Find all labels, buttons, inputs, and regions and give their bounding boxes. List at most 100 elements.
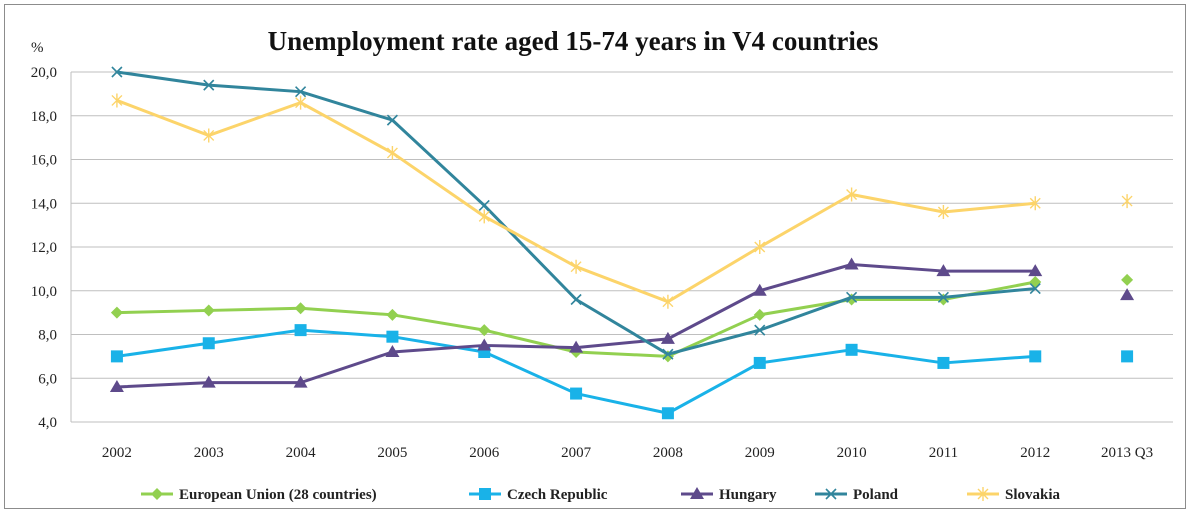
data-point [753,356,766,369]
data-point [111,66,123,78]
data-point [937,293,950,306]
data-point [111,93,123,108]
x-tick-label: 2013 Q3 [1101,445,1153,461]
legend-item: Slovakia [967,487,1061,503]
series-line [116,263,1036,389]
y-axis-unit-label: % [31,40,44,56]
data-point [977,487,989,501]
x-tick-label: 2005 [377,445,407,461]
y-tick-label: 6,0 [38,371,57,387]
legend-item: Hungary [681,487,777,503]
data-point [1028,264,1043,277]
chart-title: Unemployment rate aged 15-74 years in V4… [268,26,879,56]
data-point [386,145,398,160]
data-point [569,340,584,353]
data-point [936,264,951,277]
x-tick-label: 2009 [745,445,775,461]
x-tick-label: 2002 [102,445,132,461]
legend-label: European Union (28 countries) [179,487,377,503]
data-point [478,324,491,337]
data-point [477,338,492,351]
legend: European Union (28 countries) Czech Repub… [141,487,1061,503]
data-point [937,205,949,219]
data-point [662,294,674,309]
y-tick-label: 14,0 [31,196,57,212]
data-point [1029,196,1041,211]
data-point [1121,273,1134,286]
data-point [1029,276,1042,288]
legend-item: Czech Republic [469,487,608,503]
data-point [293,375,308,388]
data-point [386,308,399,321]
data-point [1121,350,1134,363]
series-lines [109,66,1135,420]
legend-item: Poland [815,487,899,503]
y-tick-label: 8,0 [38,328,57,344]
y-tick-label: 4,0 [38,415,57,431]
y-tick-label: 18,0 [31,109,57,125]
data-point [752,283,767,296]
data-point [570,387,583,400]
data-point [1121,194,1133,209]
data-point [202,304,215,317]
data-point [570,293,582,306]
y-axis-ticks: 4,0 6,0 8,0 10,0 12,0 14,0 16,0 18,0 20,0 [31,65,57,431]
data-point [662,348,674,360]
data-point [1029,282,1041,295]
x-tick-label: 2006 [469,445,500,461]
data-point [478,209,490,224]
data-point [570,259,582,274]
data-point [479,488,491,500]
series-european-union-28-countries [110,273,1134,363]
x-tick-label: 2010 [837,445,867,461]
data-point [203,128,215,143]
data-point [202,337,215,350]
x-tick-label: 2003 [194,445,224,461]
y-tick-label: 10,0 [31,284,57,300]
data-point [690,487,704,499]
line-chart: Unemployment rate aged 15-74 years in V4… [31,26,1173,503]
x-tick-label: 2007 [561,445,592,461]
y-tick-label: 12,0 [31,240,57,256]
data-point [110,350,123,363]
x-axis-ticks: 2002 2003 2004 2005 2006 2007 2008 2009 2010 2011… [102,445,1153,461]
data-point [1029,350,1042,363]
data-point [294,324,307,337]
data-point [754,324,766,336]
legend-label: Poland [853,487,899,503]
data-point [937,291,949,303]
legend-item: European Union (28 countries) [141,487,377,503]
data-point [110,306,123,319]
y-tick-label: 16,0 [31,153,57,169]
legend-label: Slovakia [1005,487,1061,503]
data-point [478,199,490,212]
data-point [753,308,766,321]
data-point [825,488,837,500]
series-slovakia [111,93,1133,309]
x-tick-label: 2011 [929,445,958,461]
series-hungary [109,257,1135,392]
data-point [295,86,307,98]
grid-lines [70,71,1173,423]
data-point [294,302,307,315]
series-line [116,70,1036,356]
legend-label: Czech Republic [507,487,608,503]
data-point [386,114,398,126]
data-point [754,240,766,254]
data-point [845,343,858,356]
x-tick-label: 2008 [653,445,683,461]
data-point [846,187,858,202]
data-point [385,345,400,357]
y-tick-label: 20,0 [31,65,57,81]
series-poland [111,66,1041,360]
data-point [937,356,950,369]
data-point [661,407,674,420]
data-point [203,79,215,91]
x-tick-label: 2004 [286,445,317,461]
data-point [844,257,859,270]
series-czech-republic [110,324,1134,420]
data-point [660,331,675,344]
data-point [109,380,124,392]
legend-label: Hungary [719,487,777,503]
data-point [151,488,163,500]
